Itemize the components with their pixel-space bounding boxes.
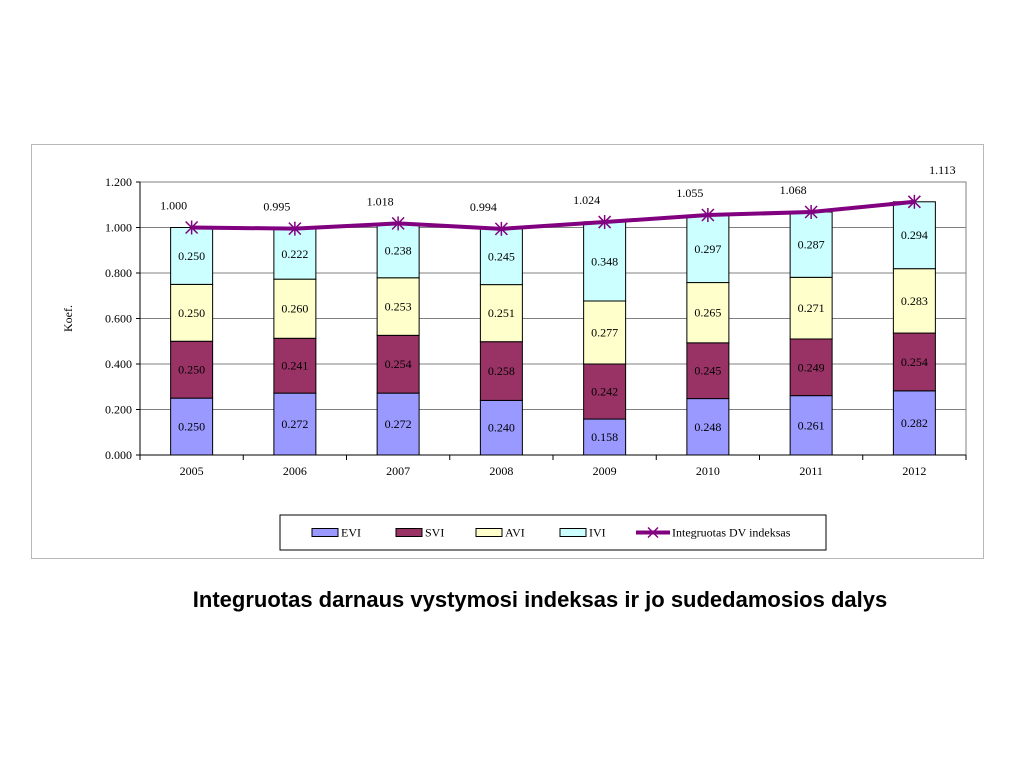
bar-avi <box>376 277 420 336</box>
bar-value-label: 0.250 <box>178 249 205 263</box>
bar-value-label: 0.348 <box>591 254 618 268</box>
y-tick-label: 0.000 <box>105 448 132 462</box>
bar-svi <box>583 363 627 420</box>
legend-box <box>279 514 827 551</box>
index-value-label: 0.995 <box>263 200 290 214</box>
bar-ivi <box>273 228 317 280</box>
x-tick-label: 2011 <box>799 464 823 478</box>
legend-label: IVI <box>589 526 606 540</box>
bar-value-label: 0.245 <box>488 250 515 264</box>
index-value-label: 1.018 <box>367 194 394 208</box>
bar-value-label: 0.272 <box>385 417 412 431</box>
bar-value-label: 0.241 <box>281 359 308 373</box>
y-tick-label: 0.400 <box>105 357 132 371</box>
bar-value-label: 0.294 <box>901 228 928 242</box>
chart-caption: Integruotas darnaus vystymosi indeksas i… <box>192 587 888 612</box>
x-tick-label: 2008 <box>489 464 513 478</box>
y-axis-label: Koef. <box>61 305 75 332</box>
bar-value-label: 0.261 <box>798 418 825 432</box>
bar-value-label: 0.287 <box>798 238 825 252</box>
bar-value-label: 0.283 <box>901 294 928 308</box>
index-value-label: 0.994 <box>470 200 497 214</box>
bar-evi <box>583 418 627 456</box>
bar-ivi <box>170 227 214 285</box>
bar-value-label: 0.248 <box>694 420 721 434</box>
bar-avi <box>273 278 317 339</box>
bar-value-label: 0.271 <box>798 301 825 315</box>
bar-evi <box>273 392 317 456</box>
legend-swatch-evi <box>311 528 339 537</box>
bar-ivi <box>789 211 833 278</box>
bar-evi <box>686 398 730 456</box>
bar-avi <box>789 276 833 340</box>
y-tick-label: 0.200 <box>105 403 132 417</box>
bar-avi <box>892 268 936 334</box>
bar-evi <box>789 395 833 456</box>
bar-value-label: 0.242 <box>591 385 618 399</box>
bar-evi <box>892 390 936 456</box>
x-tick-label: 2005 <box>180 464 204 478</box>
x-tick-label: 2006 <box>283 464 307 478</box>
chart-svg: 0.000 0.200 0.400 0.600 0.800 1.000 1.200 2005 2… <box>61 163 967 551</box>
x-tick-label: 2010 <box>696 464 720 478</box>
legend-index-marker <box>647 526 659 539</box>
bar-value-label: 0.245 <box>694 364 721 378</box>
bar-avi <box>583 300 627 365</box>
bar-value-label: 0.250 <box>178 306 205 320</box>
bar-value-label: 0.258 <box>488 364 515 378</box>
x-tick-label: 2009 <box>593 464 617 478</box>
bar-svi <box>892 332 936 392</box>
index-value-label: 1.000 <box>160 199 187 213</box>
bar-evi <box>170 397 214 456</box>
bar-ivi <box>892 201 936 270</box>
index-value-label: 1.024 <box>573 193 600 207</box>
bar-value-label: 0.272 <box>281 417 308 431</box>
bar-value-label: 0.253 <box>385 300 412 314</box>
bar-avi <box>686 282 730 344</box>
bar-value-label: 0.277 <box>591 325 618 339</box>
legend-swatch-ivi <box>559 528 587 537</box>
y-tick-label: 0.800 <box>105 266 132 280</box>
bar-ivi <box>479 228 523 286</box>
legend-swatch-avi <box>475 528 503 537</box>
bar-value-label: 0.250 <box>178 363 205 377</box>
bar-ivi <box>686 214 730 284</box>
bar-value-label: 0.251 <box>488 306 515 320</box>
bar-value-label: 0.222 <box>281 247 308 261</box>
bar-value-label: 0.282 <box>901 416 928 430</box>
bar-value-label: 0.260 <box>281 302 308 316</box>
bar-value-label: 0.158 <box>591 430 618 444</box>
legend-label: SVI <box>425 526 444 540</box>
index-value-label: 1.068 <box>780 183 807 197</box>
bar-ivi <box>376 223 420 279</box>
y-tick-label: 0.600 <box>105 312 132 326</box>
legend-label: AVI <box>505 526 525 540</box>
legend-label: EVI <box>341 526 361 540</box>
index-line <box>191 199 915 231</box>
bar-evi <box>479 399 523 456</box>
legend-label: Integruotas DV indeksas <box>672 526 791 540</box>
index-value-label: 1.055 <box>676 186 703 200</box>
bar-value-label: 0.249 <box>798 360 825 374</box>
bar-value-label: 0.238 <box>385 244 412 258</box>
chart-frame: 0.000 0.200 0.400 0.600 0.800 1.000 1.200 2005 2… <box>31 144 984 559</box>
x-tick-label: 2012 <box>902 464 926 478</box>
bar-svi <box>479 341 523 401</box>
bar-value-label: 0.250 <box>178 420 205 434</box>
bar-value-label: 0.297 <box>694 242 721 256</box>
y-tick-label: 1.200 <box>105 175 132 189</box>
bar-value-label: 0.254 <box>901 355 928 369</box>
legend-swatch-svi <box>395 528 423 537</box>
bar-value-label: 0.265 <box>694 306 721 320</box>
bar-value-label: 0.240 <box>488 421 515 435</box>
index-value-label: 1.113 <box>929 163 956 177</box>
x-tick-label: 2007 <box>386 464 410 478</box>
bar-value-label: 0.254 <box>385 357 412 371</box>
y-tick-label: 1.000 <box>105 221 132 235</box>
bar-svi <box>170 340 214 399</box>
bar-evi <box>376 392 420 456</box>
